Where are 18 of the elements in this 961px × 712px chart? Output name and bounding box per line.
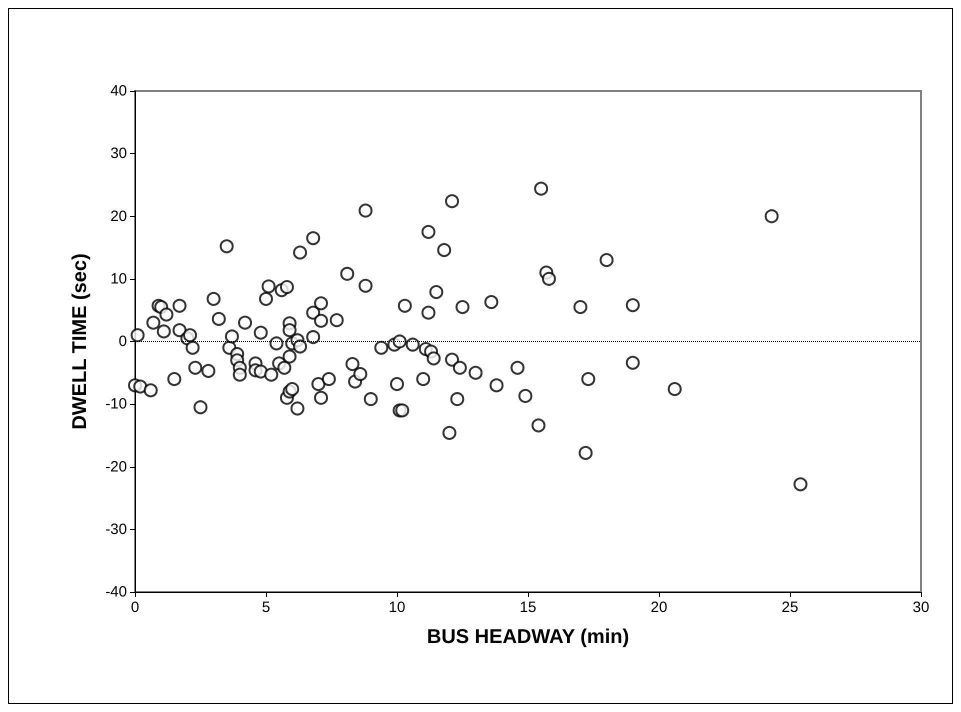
x-tick-label: 0 [130, 599, 140, 616]
y-tick-label: -30 [105, 520, 127, 538]
x-tick-label: 15 [520, 599, 536, 616]
x-tick-label: 10 [388, 599, 406, 616]
y-axis-title: DWELL TIME (sec) [69, 253, 91, 430]
y-tick-label: 30 [110, 145, 127, 162]
x-tick-label: 30 [912, 599, 930, 616]
x-axis-title: BUS HEADWAY (min) [426, 626, 630, 648]
x-tick-label: 20 [650, 599, 668, 616]
x-tick-label: 5 [262, 599, 270, 616]
y-tick-label: 40 [110, 82, 127, 100]
y-tick-label: 20 [110, 208, 127, 225]
x-tick-label: 25 [782, 599, 798, 616]
y-tick-label: 10 [110, 270, 127, 288]
y-tick-label: -10 [105, 396, 127, 413]
y-tick-label: -40 [105, 584, 127, 600]
y-tick-label: 0 [118, 333, 127, 350]
y-tick-label: -20 [105, 458, 127, 476]
